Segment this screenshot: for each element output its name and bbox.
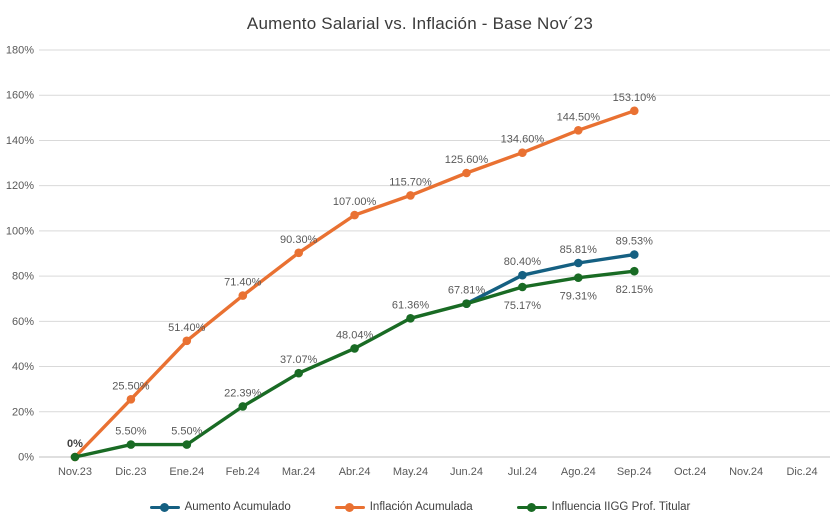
data-point (462, 168, 471, 178)
data-label: 71.40% (224, 277, 262, 289)
data-label: 5.50% (115, 426, 146, 438)
y-axis-tick-label: 80% (12, 271, 34, 283)
y-axis-tick-label: 120% (6, 180, 34, 192)
legend-line-dot-marker (149, 502, 180, 512)
x-axis-tick-label: Dic.23 (115, 466, 146, 478)
legend-label: Aumento Acumulado (184, 501, 291, 513)
data-label: 89.53% (616, 236, 654, 248)
x-axis-tick-label: Nov.24 (729, 466, 763, 478)
x-axis-tick-label: May.24 (393, 466, 428, 478)
data-point (350, 210, 359, 220)
data-point (518, 282, 527, 292)
y-axis-tick-label: 160% (6, 90, 34, 102)
data-label: 80.40% (504, 256, 542, 268)
data-label: 82.15% (616, 284, 654, 296)
chart-legend: Aumento Acumulado Inflación Acumulada In… (0, 501, 840, 513)
legend-line-dot-marker (334, 502, 365, 512)
data-point (182, 440, 192, 449)
x-axis-tick-label: Jun.24 (450, 466, 483, 478)
data-point (518, 148, 527, 157)
x-axis-tick-label: Mar.24 (282, 466, 316, 478)
data-point (630, 266, 639, 276)
data-point (574, 273, 583, 283)
data-label: 115.70% (389, 176, 432, 188)
data-label: 90.30% (280, 234, 318, 246)
y-axis-tick-label: 180% (6, 45, 34, 57)
data-label: 25.50% (112, 380, 150, 392)
x-axis-tick-label: Jul.24 (508, 466, 537, 478)
data-point (630, 250, 639, 259)
y-axis-tick-label: 20% (12, 406, 34, 418)
data-point (238, 291, 248, 300)
data-point (182, 336, 192, 346)
legend-item-influencia-iigg: Influencia IIGG Prof. Titular (516, 501, 691, 513)
data-label: 153.10% (613, 92, 657, 104)
x-axis-tick-label: Sep.24 (617, 466, 652, 478)
y-axis-tick-label: 140% (6, 135, 34, 147)
data-point (126, 440, 136, 449)
data-point (70, 452, 80, 462)
data-label: 79.31% (560, 291, 598, 303)
legend-dot-icon (159, 502, 169, 512)
y-axis-tick-label: 60% (12, 316, 34, 328)
legend-item-aumento-acumulado: Aumento Acumulado (149, 501, 291, 513)
data-label: 85.81% (560, 244, 598, 256)
data-label: 0% (67, 438, 83, 450)
data-label: 22.39% (224, 387, 262, 399)
data-label: 107.00% (333, 196, 377, 208)
data-point (406, 191, 415, 200)
x-axis-tick-label: Ene.24 (169, 466, 204, 478)
data-point (406, 314, 415, 323)
y-axis-tick-label: 0% (18, 452, 34, 464)
legend-dot-icon (526, 502, 536, 512)
data-label: 144.50% (557, 111, 601, 123)
data-point (294, 248, 304, 258)
data-point (238, 402, 248, 411)
y-axis-tick-label: 100% (6, 225, 34, 237)
legend-label: Influencia IIGG Prof. Titular (551, 501, 691, 513)
data-label: 75.17% (504, 300, 542, 312)
y-axis-tick-label: 40% (12, 361, 34, 373)
data-label: 134.60% (501, 134, 545, 146)
data-label: 48.04% (336, 329, 374, 341)
data-point (294, 368, 304, 378)
data-point (630, 106, 639, 116)
data-label: 67.81% (448, 285, 486, 297)
chart-title: Aumento Salarial vs. Inflación - Base No… (246, 14, 594, 33)
data-label: 51.40% (168, 322, 206, 334)
data-point (462, 299, 471, 309)
x-axis-tick-label: Feb.24 (226, 466, 260, 478)
series-line (73, 269, 636, 459)
data-label: 61.36% (392, 299, 430, 311)
x-axis-tick-label: Ago.24 (561, 466, 596, 478)
data-point (350, 344, 359, 353)
series-line (464, 252, 636, 306)
x-axis-tick-label: Oct.24 (674, 466, 706, 478)
data-label: 125.60% (445, 154, 489, 166)
data-point (126, 395, 136, 404)
legend-dot-icon (344, 502, 354, 512)
data-label: 37.07% (280, 354, 318, 366)
legend-item-inflacion-acumulada: Inflación Acumulada (334, 501, 473, 513)
data-point (574, 258, 583, 268)
x-axis-tick-label: Nov.23 (58, 466, 92, 478)
data-label: 5.50% (171, 426, 202, 438)
x-axis-tick-label: Dic.24 (786, 466, 817, 478)
data-point (574, 126, 583, 135)
x-axis-tick-label: Abr.24 (339, 466, 371, 478)
legend-label: Inflación Acumulada (369, 501, 473, 513)
data-point (518, 270, 527, 280)
legend-line-dot-marker (516, 502, 547, 512)
